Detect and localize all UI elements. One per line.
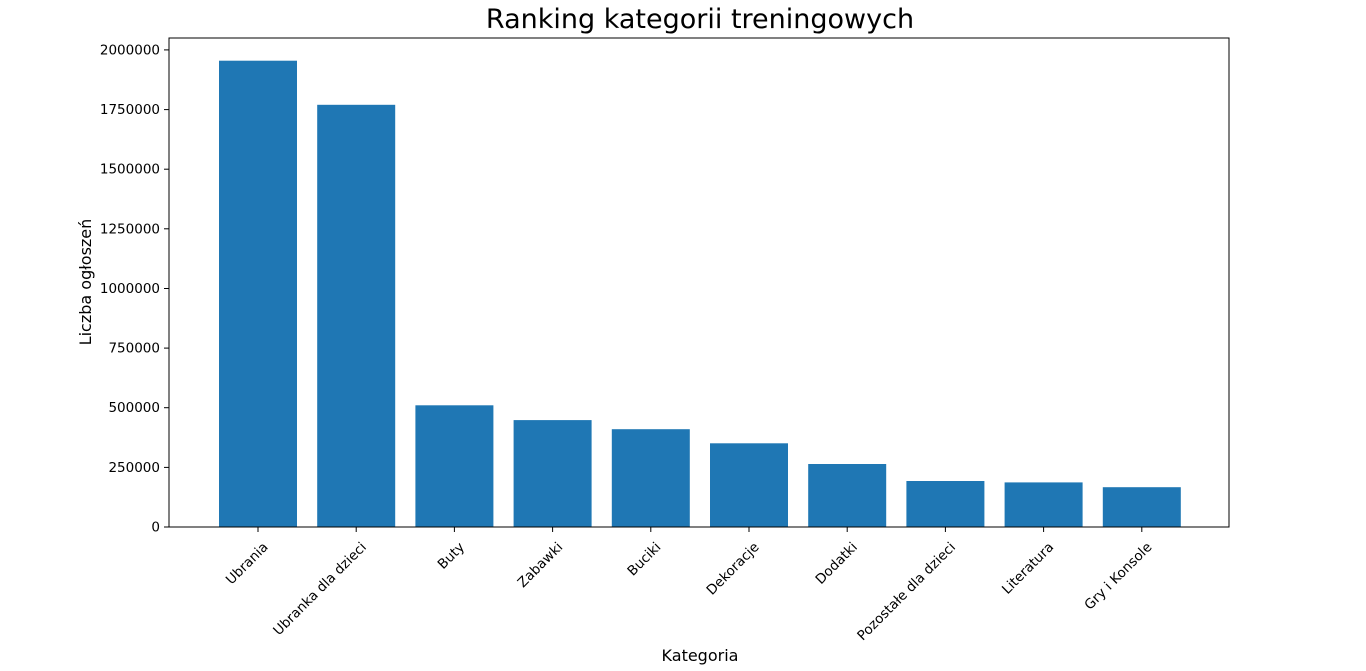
x-tick-label: Ubranka dla dzieci	[270, 539, 370, 639]
x-tick-label: Zabawki	[515, 539, 567, 591]
plot-frame	[168, 37, 1230, 528]
bar	[513, 420, 592, 527]
x-tick-label: Buty	[435, 539, 468, 572]
y-tick-label: 250000	[108, 460, 160, 476]
bars-group	[219, 60, 1181, 528]
x-tick-label: Dodatki	[812, 539, 860, 587]
bar	[611, 429, 690, 527]
y-tick-label: 750000	[108, 341, 160, 357]
bar	[906, 481, 985, 527]
bar	[1102, 487, 1181, 527]
bar	[415, 405, 494, 527]
y-axis-label: Liczba ogłoszeń	[76, 219, 95, 346]
bar	[219, 60, 297, 527]
y-tick-label: 1000000	[100, 281, 160, 297]
x-tick-label: Gry i Konsole	[1081, 539, 1155, 613]
y-tick-label: 1500000	[100, 162, 160, 178]
y-tick-label: 500000	[108, 400, 160, 416]
bar	[317, 104, 396, 528]
x-tick-label: Buciki	[624, 539, 664, 579]
bar	[710, 443, 788, 527]
y-tick-label: 0	[151, 520, 160, 536]
x-tick-label: Ubrania	[223, 539, 272, 588]
x-axis-label: Kategoria	[662, 646, 739, 665]
y-axis-ticks: 0 250000 500000 750000 1000000 1250000 1500000…	[100, 42, 169, 536]
y-tick-label: 1750000	[100, 102, 160, 118]
bar	[808, 464, 887, 527]
x-tick-label: Dekoracje	[703, 539, 762, 598]
x-tick-label: Literatura	[999, 539, 1057, 597]
x-tick-label: Pozostałe dla dzieci	[854, 539, 959, 644]
bar	[1004, 482, 1083, 527]
y-tick-label: 1250000	[100, 221, 160, 237]
y-tick-label: 2000000	[100, 42, 160, 58]
chart-title: Ranking kategorii treningowych	[486, 4, 914, 35]
